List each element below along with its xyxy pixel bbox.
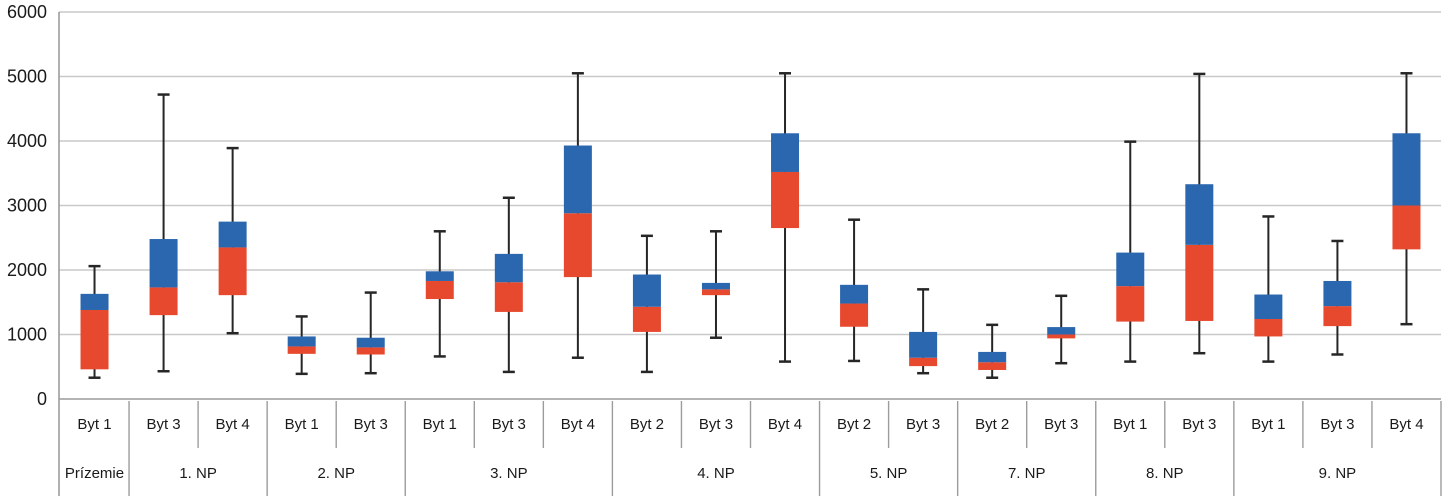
box-upper-quartile: [218, 221, 247, 248]
box-lower-quartile: [701, 289, 730, 296]
box-lower-quartile: [80, 309, 109, 370]
box-upper-quartile: [1116, 252, 1145, 287]
box-lower-quartile: [1323, 306, 1352, 327]
box-upper-quartile: [287, 336, 316, 347]
box-upper-quartile: [840, 284, 869, 304]
box-upper-quartile: [563, 145, 592, 214]
apartment-label: Byt 1: [77, 416, 111, 433]
box-lower-quartile: [840, 303, 869, 327]
apartment-label: Byt 1: [1251, 416, 1285, 433]
box-upper-quartile: [978, 351, 1007, 363]
box-upper-quartile: [1392, 133, 1421, 206]
y-tick-label: 0: [37, 389, 47, 409]
box-upper-quartile: [494, 253, 523, 283]
apartment-label: Byt 3: [146, 416, 180, 433]
box-upper-quartile: [771, 133, 800, 172]
box-lower-quartile: [1185, 244, 1214, 321]
floor-label: 9. NP: [1319, 465, 1357, 482]
box-lower-quartile: [1392, 205, 1421, 250]
floor-label: 7. NP: [1008, 465, 1046, 482]
apartment-label: Byt 4: [768, 416, 802, 433]
floor-label: 2. NP: [317, 465, 355, 482]
box-upper-quartile: [1254, 294, 1283, 320]
box-upper-quartile: [909, 331, 938, 358]
apartment-label: Byt 2: [837, 416, 871, 433]
floor-label: Prízemie: [65, 465, 124, 482]
apartment-label: Byt 4: [216, 416, 250, 433]
box-upper-quartile: [701, 282, 730, 290]
box-lower-quartile: [287, 346, 316, 354]
y-tick-label: 4000: [7, 131, 47, 151]
apartment-label: Byt 1: [1113, 416, 1147, 433]
apartment-label: Byt 3: [354, 416, 388, 433]
y-tick-label: 3000: [7, 196, 47, 216]
box-upper-quartile: [356, 337, 385, 348]
apartment-label: Byt 2: [975, 416, 1009, 433]
apartment-label: Byt 3: [492, 416, 526, 433]
apartment-label: Byt 3: [699, 416, 733, 433]
box-lower-quartile: [632, 306, 661, 332]
box-upper-quartile: [1047, 327, 1076, 335]
box-lower-quartile: [771, 171, 800, 229]
apartment-label: Byt 4: [561, 416, 595, 433]
y-tick-label: 2000: [7, 260, 47, 280]
y-tick-label: 5000: [7, 67, 47, 87]
box-lower-quartile: [563, 213, 592, 278]
box-lower-quartile: [978, 362, 1007, 370]
floor-label: 4. NP: [697, 465, 735, 482]
box-lower-quartile: [909, 357, 938, 367]
box-lower-quartile: [1254, 319, 1283, 337]
box-upper-quartile: [425, 271, 454, 281]
box-lower-quartile: [218, 247, 247, 296]
apartment-label: Byt 3: [1044, 416, 1078, 433]
apartment-label: Byt 1: [423, 416, 457, 433]
box-upper-quartile: [80, 293, 109, 310]
apartment-label: Byt 3: [906, 416, 940, 433]
box-upper-quartile: [149, 239, 178, 288]
y-tick-label: 1000: [7, 325, 47, 345]
apartment-label: Byt 1: [285, 416, 319, 433]
box-lower-quartile: [1047, 334, 1076, 339]
box-lower-quartile: [356, 347, 385, 355]
box-upper-quartile: [1323, 280, 1352, 307]
box-lower-quartile: [149, 287, 178, 316]
apartment-label: Byt 2: [630, 416, 664, 433]
box-upper-quartile: [1185, 184, 1214, 245]
floor-label: 1. NP: [179, 465, 217, 482]
apartment-label: Byt 4: [1389, 416, 1423, 433]
box-lower-quartile: [494, 282, 523, 312]
floor-label: 3. NP: [490, 465, 528, 482]
box-lower-quartile: [425, 280, 454, 300]
apartment-label: Byt 3: [1182, 416, 1216, 433]
box-upper-quartile: [632, 274, 661, 307]
apartment-label: Byt 3: [1320, 416, 1354, 433]
box-lower-quartile: [1116, 286, 1145, 322]
floor-label: 5. NP: [870, 465, 908, 482]
y-tick-label: 6000: [7, 2, 47, 22]
floor-label: 8. NP: [1146, 465, 1184, 482]
